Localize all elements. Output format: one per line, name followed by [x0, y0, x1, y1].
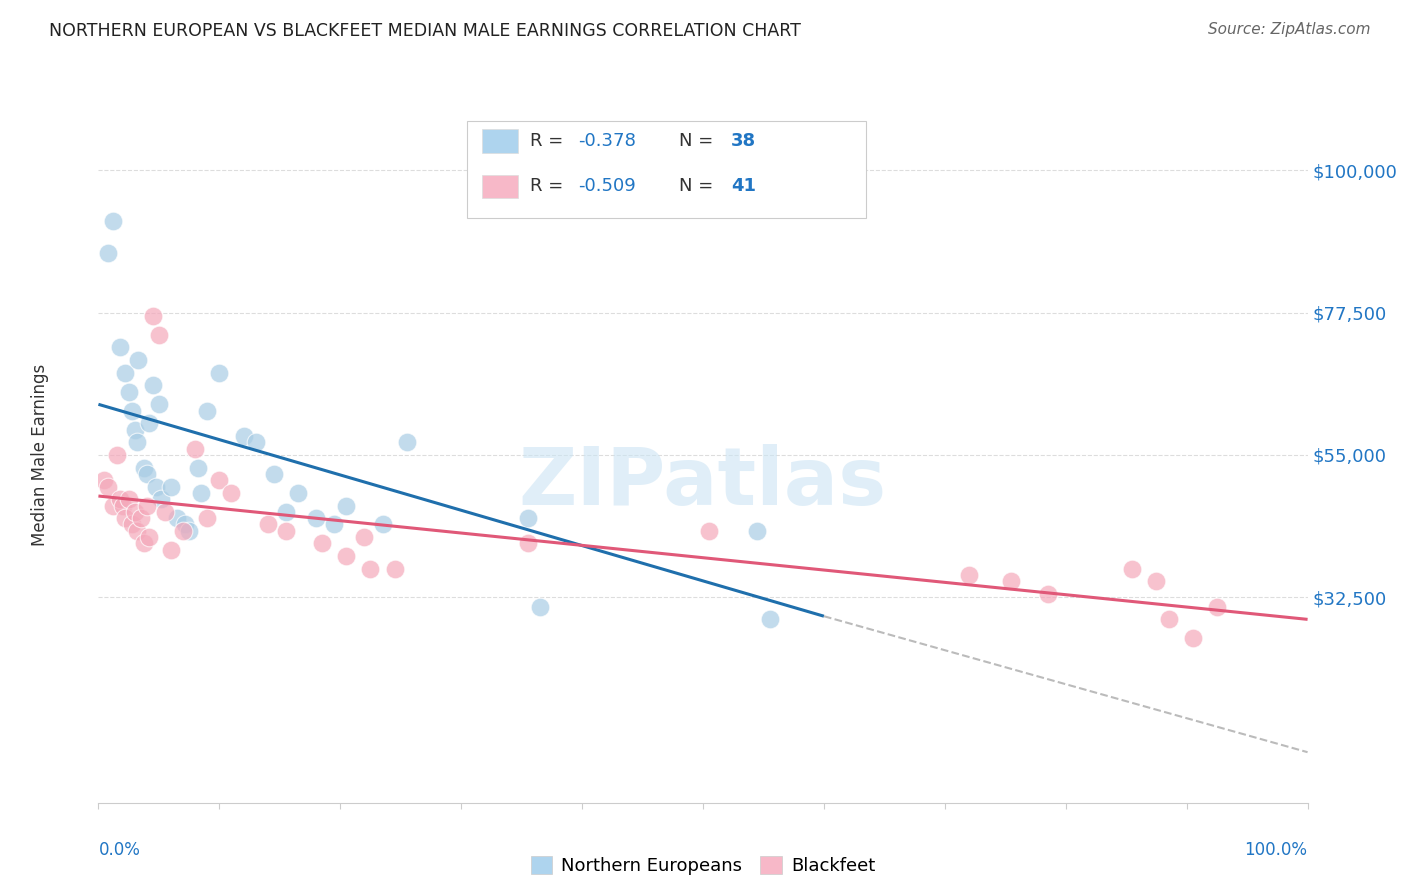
- Point: [127, 353, 149, 368]
- Point: [1181, 632, 1204, 646]
- Point: [174, 517, 197, 532]
- Text: -0.378: -0.378: [578, 132, 637, 150]
- Point: [138, 530, 160, 544]
- Bar: [482, 175, 517, 198]
- Point: [184, 442, 207, 456]
- Point: [148, 397, 170, 411]
- Point: [245, 435, 267, 450]
- Point: [529, 599, 551, 614]
- Point: [118, 492, 141, 507]
- Point: [142, 309, 165, 323]
- Text: 100.0%: 100.0%: [1244, 841, 1308, 859]
- Point: [353, 530, 375, 544]
- Point: [256, 517, 278, 532]
- Point: [1036, 587, 1059, 601]
- Point: [335, 499, 357, 513]
- Point: [1146, 574, 1168, 589]
- Point: [121, 403, 143, 417]
- Point: [114, 366, 136, 380]
- Point: [105, 448, 128, 462]
- Text: Median Male Earnings: Median Male Earnings: [31, 364, 49, 546]
- Point: [190, 486, 212, 500]
- Point: [957, 568, 980, 582]
- Text: 41: 41: [731, 178, 756, 195]
- Point: [134, 536, 156, 550]
- Point: [134, 460, 156, 475]
- Point: [129, 511, 152, 525]
- Point: [118, 384, 141, 399]
- Legend: Northern Europeans, Blackfeet: Northern Europeans, Blackfeet: [526, 851, 880, 880]
- Text: R =: R =: [530, 132, 569, 150]
- Point: [111, 499, 134, 513]
- Point: [195, 511, 218, 525]
- Point: [208, 366, 231, 380]
- Point: [108, 492, 131, 507]
- Point: [93, 473, 115, 487]
- Point: [114, 511, 136, 525]
- Text: N =: N =: [679, 178, 718, 195]
- Bar: [482, 129, 517, 153]
- Point: [124, 423, 146, 437]
- Point: [311, 536, 333, 550]
- Point: [1121, 562, 1143, 576]
- Point: [135, 467, 157, 481]
- Point: [1206, 599, 1229, 614]
- Point: [384, 562, 406, 576]
- Text: NORTHERN EUROPEAN VS BLACKFEET MEDIAN MALE EARNINGS CORRELATION CHART: NORTHERN EUROPEAN VS BLACKFEET MEDIAN MA…: [49, 22, 801, 40]
- Point: [127, 435, 149, 450]
- Point: [127, 524, 149, 538]
- Point: [516, 511, 538, 525]
- Point: [747, 524, 769, 538]
- Point: [124, 505, 146, 519]
- Text: Source: ZipAtlas.com: Source: ZipAtlas.com: [1208, 22, 1371, 37]
- Point: [101, 499, 124, 513]
- Point: [305, 511, 328, 525]
- Point: [274, 505, 297, 519]
- Point: [1000, 574, 1022, 589]
- Point: [371, 517, 394, 532]
- Text: R =: R =: [530, 178, 569, 195]
- Point: [1157, 612, 1180, 626]
- Point: [148, 327, 170, 342]
- Point: [121, 517, 143, 532]
- Point: [142, 378, 165, 392]
- Point: [97, 245, 120, 260]
- Point: [516, 536, 538, 550]
- Point: [395, 435, 418, 450]
- Point: [187, 460, 209, 475]
- Point: [208, 473, 231, 487]
- Point: [335, 549, 357, 563]
- Point: [145, 479, 167, 493]
- Point: [172, 524, 194, 538]
- Point: [758, 612, 780, 626]
- Point: [697, 524, 720, 538]
- Text: 38: 38: [731, 132, 756, 150]
- Point: [138, 417, 160, 431]
- Text: N =: N =: [679, 132, 718, 150]
- Point: [153, 505, 176, 519]
- Point: [160, 479, 183, 493]
- Text: -0.509: -0.509: [578, 178, 636, 195]
- Point: [108, 340, 131, 354]
- Point: [221, 486, 243, 500]
- Point: [166, 511, 188, 525]
- Text: 0.0%: 0.0%: [98, 841, 141, 859]
- Point: [263, 467, 285, 481]
- FancyBboxPatch shape: [467, 121, 866, 219]
- Point: [287, 486, 309, 500]
- Point: [232, 429, 254, 443]
- Point: [160, 542, 183, 557]
- Point: [274, 524, 297, 538]
- Text: ZIPatlas: ZIPatlas: [519, 443, 887, 522]
- Point: [360, 562, 382, 576]
- Point: [101, 214, 124, 228]
- Point: [179, 524, 201, 538]
- Point: [135, 499, 157, 513]
- Point: [323, 517, 346, 532]
- Point: [195, 403, 218, 417]
- Point: [97, 479, 120, 493]
- Point: [150, 492, 173, 507]
